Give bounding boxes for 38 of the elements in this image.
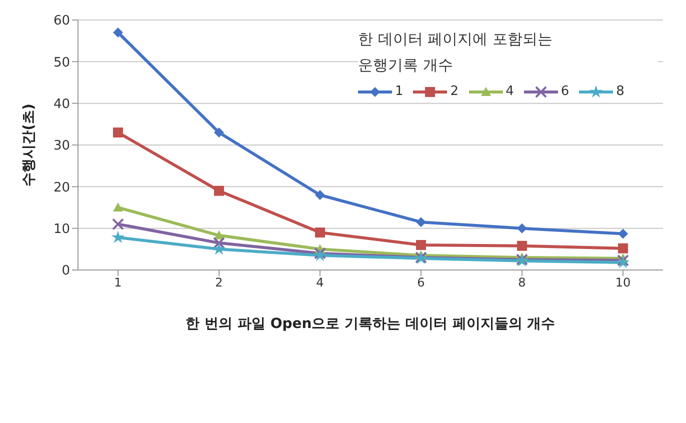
x-tick-label: 8 (518, 276, 526, 290)
legend-label: 6 (560, 84, 570, 99)
y-tick-label: 0 (62, 264, 70, 279)
point (416, 240, 426, 250)
y-tick-label: 30 (53, 138, 70, 154)
point (112, 218, 124, 230)
point (113, 202, 123, 212)
legend-label: 8 (616, 84, 624, 99)
y-tick-label: 10 (53, 222, 70, 237)
x-axis-title: 한 번의 파일 Open으로 기록하는 데이터 페이지들의 개수 (186, 316, 556, 332)
point (517, 223, 527, 234)
point (618, 228, 628, 239)
legend-label: 4 (506, 84, 514, 99)
x-tick-label: 1 (114, 276, 122, 290)
point (113, 28, 123, 38)
point (618, 243, 628, 254)
y-tick-label: 50 (53, 55, 70, 70)
point (315, 228, 325, 238)
y-axis-title: 수행시간(초) (20, 104, 37, 186)
x-tick-label: 6 (417, 276, 425, 290)
y-tick-label: 20 (53, 180, 70, 196)
x-tick-label: 4 (316, 276, 324, 290)
point (214, 186, 224, 196)
legend-label: 1 (395, 84, 404, 99)
legend-label: 2 (450, 84, 459, 99)
point (517, 240, 527, 251)
point (111, 230, 125, 244)
point (315, 190, 325, 200)
y-tick-label: 40 (53, 96, 70, 112)
y-tick-label: 60 (53, 14, 70, 29)
point (213, 236, 225, 249)
x-tick-label: 10 (615, 276, 631, 290)
point (214, 128, 224, 138)
point (212, 242, 226, 255)
point (113, 128, 123, 138)
legend-title: 한 데이터 페이지에 포함되는 운행기록 개수 (358, 29, 554, 76)
x-tick-label: 2 (215, 276, 223, 290)
point (416, 217, 426, 228)
